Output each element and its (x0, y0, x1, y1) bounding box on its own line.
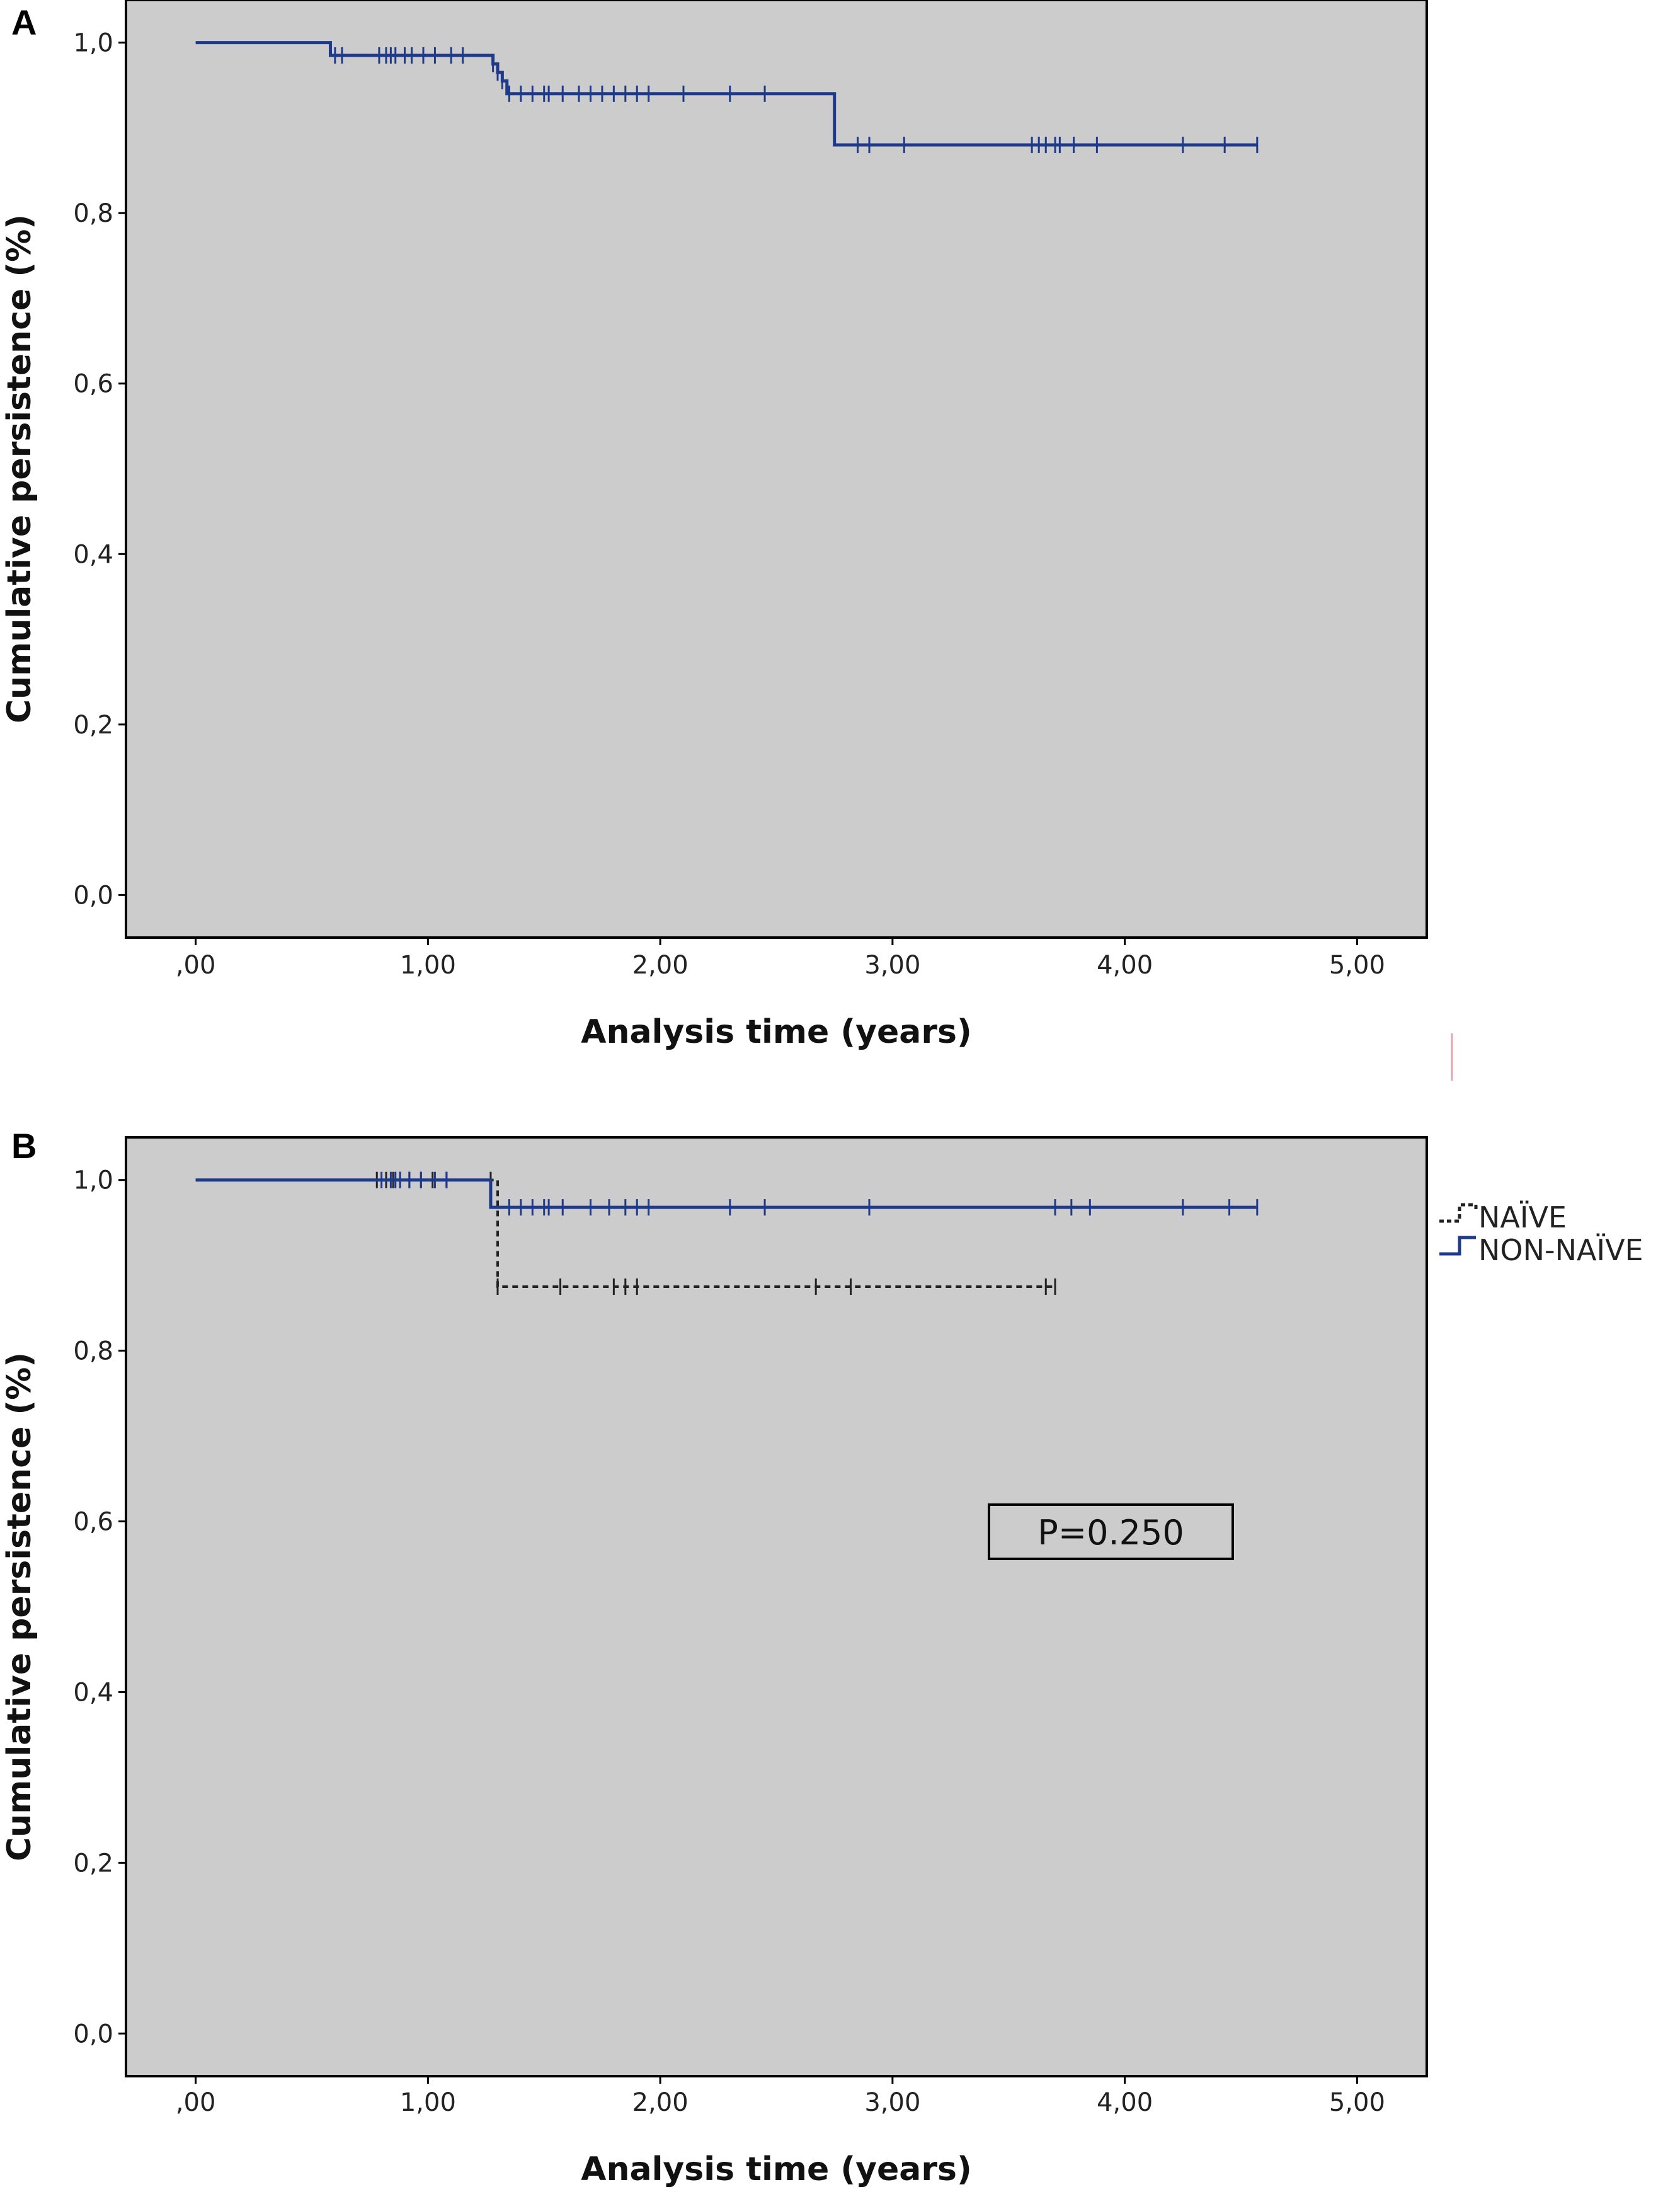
legend-symbol (1439, 1236, 1476, 1256)
y-tick-label: 0,0 (73, 881, 113, 910)
y-tick-label: 0,8 (73, 1337, 113, 1366)
x-tick-label: 5,00 (1329, 2088, 1385, 2117)
y-axis-title: Cumulative persistence (%) (1, 1352, 38, 1861)
y-tick-label: 0,8 (73, 199, 113, 228)
plot-area (125, 1136, 1428, 2077)
x-tick-label: 3,00 (864, 951, 920, 980)
survival-curve-series-0 (195, 41, 1257, 147)
x-tick-label: 5,00 (1329, 951, 1385, 980)
x-tick-label: ,00 (176, 2088, 216, 2117)
y-axis-title: Cumulative persistence (%) (1, 214, 38, 723)
x-tick-label: 4,00 (1097, 951, 1153, 980)
x-tick-label: 4,00 (1097, 2088, 1153, 2117)
plot-area (125, 0, 1428, 939)
chart-panel-b: B 0,0 0,2 0,4 0,6 0,8 1,0 ,00 1,00 2,00 3,00 4,00 5,… (1, 1126, 1643, 2188)
y-tick-label: 0,2 (73, 1849, 113, 1878)
y-tick-label: 0,2 (73, 711, 113, 740)
panel-label: B (11, 1126, 37, 1166)
x-axis-title: Analysis time (years) (581, 1013, 972, 1051)
y-tick-label: 0,6 (73, 1508, 113, 1537)
panel-label: A (11, 3, 37, 42)
x-tick-label: 2,00 (632, 951, 689, 980)
legend-symbol (1439, 1203, 1478, 1223)
y-tick-label: 0,6 (73, 370, 113, 399)
survival-curve-na-ve (195, 1178, 1055, 1289)
p-value-label: P=0.250 (1037, 1513, 1184, 1553)
x-axis-title: Analysis time (years) (581, 2151, 972, 2188)
y-tick-label: 1,0 (73, 1166, 113, 1195)
legend-label: NAÏVE (1478, 1200, 1567, 1234)
y-tick-label: 1,0 (73, 29, 113, 58)
x-tick-label: 1,00 (400, 2088, 456, 2117)
y-tick-label: 0,4 (73, 1678, 113, 1707)
p-value-box (988, 1503, 1234, 1560)
x-tick-label: 3,00 (864, 2088, 920, 2117)
legend-label: NON-NAÏVE (1478, 1233, 1643, 1267)
chart-panel-a: A 0,0 0,2 0,4 0,6 0,8 1,0 ,00 1,00 2,00 3,00 4,00 5,… (1, 0, 1428, 1051)
y-tick-label: 0,0 (73, 2019, 113, 2048)
x-tick-label: 2,00 (632, 2088, 689, 2117)
x-tick-label: ,00 (176, 951, 216, 980)
y-tick-label: 0,4 (73, 540, 113, 569)
x-tick-label: 1,00 (400, 951, 456, 980)
survival-curve-non-na-ve (195, 1178, 1257, 1209)
